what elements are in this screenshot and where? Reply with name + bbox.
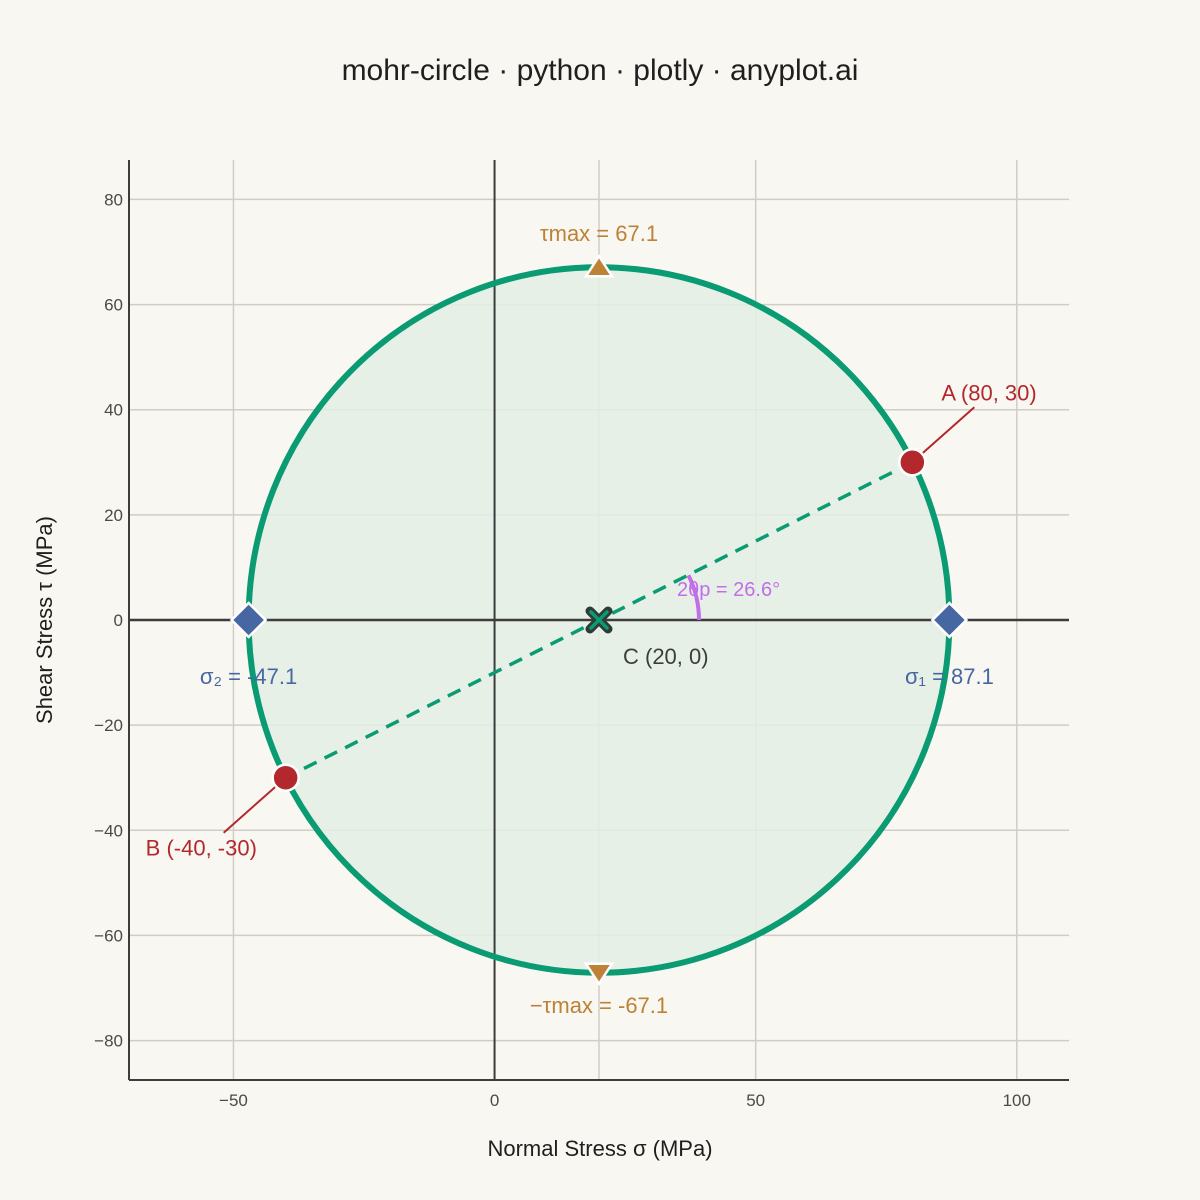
point-a-label: A (80, 30) (941, 380, 1036, 405)
tau-min-marker (583, 962, 615, 987)
y-tick-label: −80 (94, 1032, 123, 1051)
sigma1-marker (930, 601, 969, 639)
point-b-label: B (-40, -30) (146, 836, 257, 861)
y-tick-label: −20 (94, 716, 123, 735)
y-tick-label: 0 (114, 611, 123, 630)
angle-arc (686, 574, 701, 621)
x-tick-label: 50 (746, 1091, 765, 1110)
sigma2-label: σ₂ = -47.1 (200, 664, 297, 689)
y-axis-title: Shear Stress τ (MPa) (32, 516, 57, 724)
tau-max-marker (583, 253, 615, 278)
y-tick-label: 60 (104, 296, 123, 315)
tau-max-label: τmax = 67.1 (540, 221, 658, 246)
y-tick-label: −40 (94, 821, 123, 840)
y-tick-label: 40 (104, 401, 123, 420)
point-a-marker (898, 448, 927, 477)
y-tick-label: 80 (104, 190, 123, 209)
sigma1-label: σ₁ = 87.1 (905, 664, 994, 689)
point-b-marker (271, 763, 300, 792)
x-tick-label: 0 (490, 1091, 499, 1110)
chart-title: mohr-circle · python · plotly · anyplot.… (342, 54, 859, 87)
center-marker (589, 610, 609, 630)
sigma2-marker (229, 601, 268, 639)
x-tick-label: 100 (1003, 1091, 1031, 1110)
tau-min-label: −τmax = -67.1 (530, 993, 668, 1018)
y-tick-label: 20 (104, 506, 123, 525)
angle-label: 2θp = 26.6° (677, 579, 780, 601)
x-tick-label: −50 (219, 1091, 248, 1110)
center-label: C (20, 0) (623, 644, 709, 669)
plot-area: −50 0 50 100 −80 −60 −40 −20 0 20 40 60 80 2θp = 26.6… (94, 160, 1069, 1110)
y-tick-label: −60 (94, 926, 123, 945)
x-axis-title: Normal Stress σ (MPa) (487, 1136, 712, 1161)
